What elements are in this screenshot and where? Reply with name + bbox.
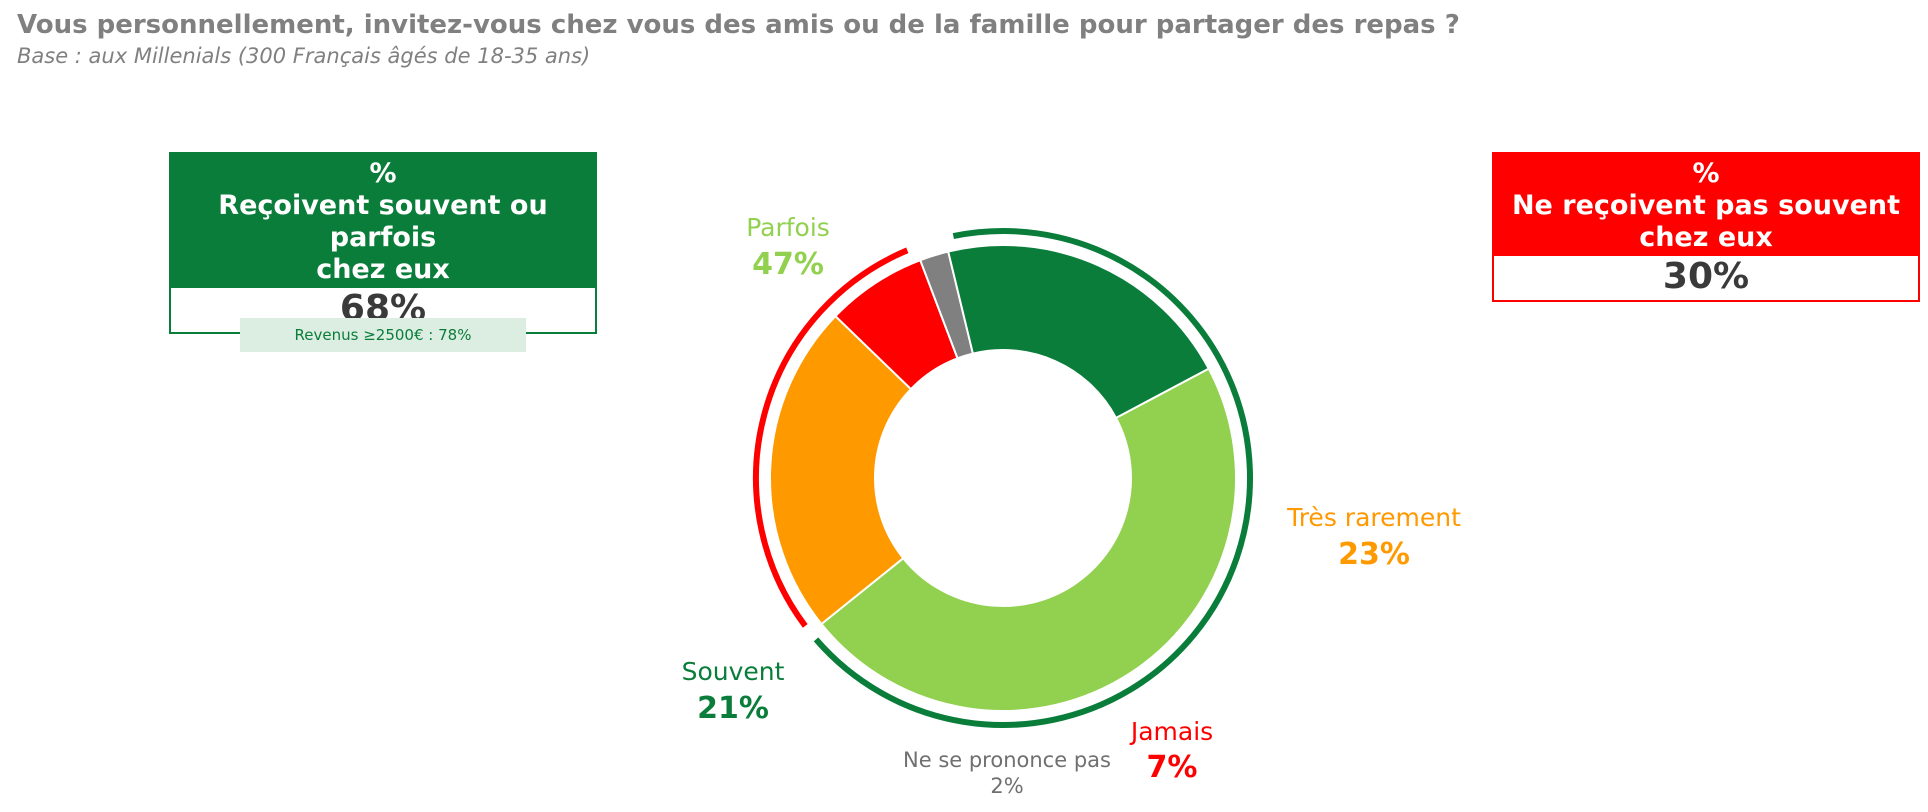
slice-label-parfois: Parfois <box>746 213 830 242</box>
group-arcs <box>753 228 1253 728</box>
slice-tres-rarement <box>769 314 913 626</box>
donut-slices <box>769 244 1238 712</box>
slice-souvent <box>947 244 1211 420</box>
summary-not-often-value: 30% <box>1662 256 1750 297</box>
summary-box-often-header: % Reçoivent souvent ou parfois chez eux <box>171 154 595 288</box>
slice-value-jamais: 7% <box>1147 750 1198 785</box>
summary-box-not-often-header: % Ne reçoivent pas souvent chez eux <box>1494 154 1918 256</box>
slice-label-ne-se-prononce-pas: Ne se prononce pas <box>903 748 1111 772</box>
slice-parfois <box>820 367 1238 712</box>
page-title: Vous personnellement, invitez-vous chez … <box>17 10 1460 40</box>
slice-value-parfois: 47% <box>752 247 824 282</box>
group-arc-often <box>813 228 1253 728</box>
slice-value-souvent: 21% <box>697 691 769 726</box>
summary-not-often-label-line1: Ne reçoivent pas souvent <box>1511 190 1901 221</box>
page-subtitle: Base : aux Millenials (300 Français âgés… <box>17 44 591 68</box>
income-note: Revenus ≥2500€ : 78% <box>240 318 526 352</box>
slice-label-tres-rarement: Très rarement <box>1286 503 1461 532</box>
slice-value-ne-se-prononce-pas: 2% <box>990 774 1023 798</box>
summary-box-often: % Reçoivent souvent ou parfois chez eux … <box>169 152 597 334</box>
summary-not-often-percent-sign: % <box>1692 158 1720 189</box>
summary-not-often-label-line2: chez eux <box>1639 222 1773 253</box>
slice-label-souvent: Souvent <box>682 657 785 686</box>
summary-often-label-line1: Reçoivent souvent ou parfois <box>218 190 548 253</box>
summary-often-percent-sign: % <box>369 158 397 189</box>
group-arc-not-often <box>753 247 909 628</box>
slice-label-jamais: Jamais <box>1129 717 1213 746</box>
summary-box-not-often: % Ne reçoivent pas souvent chez eux 30% <box>1492 152 1920 302</box>
summary-often-label-line2: chez eux <box>316 254 450 285</box>
slice-value-tres-rarement: 23% <box>1338 537 1410 572</box>
